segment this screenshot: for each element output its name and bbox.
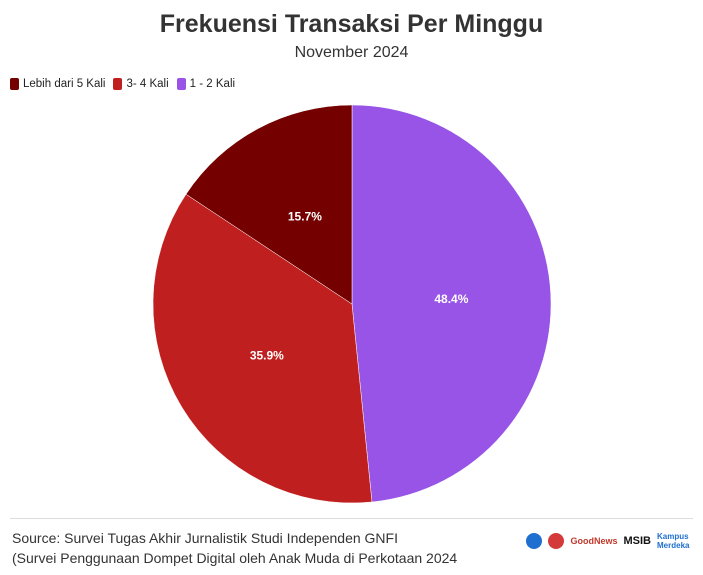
chart-subtitle: November 2024: [294, 44, 409, 61]
kampus-merdeka-logo: Kampus Merdeka: [657, 532, 690, 550]
legend-label: Lebih dari 5 Kali: [23, 78, 106, 90]
gnfi-logo-icon: [548, 533, 565, 549]
pie-slice-lebih-dari-5-kali[interactable]: [185, 104, 353, 305]
chart-title: Frekuensi Transaksi Per Minggu: [159, 10, 544, 38]
source-line-1: Source: Survei Tugas Akhir Jurnalistik S…: [12, 530, 398, 546]
source-note: Source: Survei Tugas Akhir Jurnalistik S…: [12, 528, 457, 568]
pie-data-label: 48.4%: [434, 292, 468, 306]
pie-slice-1-2-kali[interactable]: [351, 104, 552, 503]
pie-data-label: 15.7%: [288, 209, 322, 223]
legend-swatch: [113, 78, 123, 90]
legend-label: 1 - 2 Kali: [189, 78, 236, 90]
partner-logos: GoodNews MSIB Kampus Merdeka: [526, 532, 691, 550]
pie-slices: [152, 104, 552, 504]
legend: Lebih dari 5 Kali 3- 4 Kali 1 - 2 Kali: [10, 78, 235, 90]
source-line-2: (Survei Penggunaan Dompet Digital oleh A…: [12, 550, 458, 566]
pie-data-label: 35.9%: [250, 348, 284, 362]
goodnews-logo: GoodNews: [570, 536, 618, 546]
msib-logo: MSIB: [623, 535, 652, 547]
pie-labels: 48.4% 35.9% 15.7%: [250, 209, 469, 362]
legend-item-lebih-dari-5[interactable]: Lebih dari 5 Kali: [10, 78, 105, 90]
pie-slice-3-4-kali[interactable]: [152, 193, 373, 504]
legend-swatch: [10, 78, 19, 90]
legend-item-1-2[interactable]: 1 - 2 Kali: [176, 78, 236, 90]
legend-item-3-4[interactable]: 3- 4 Kali: [113, 78, 169, 90]
kemendikbud-logo-icon: [526, 533, 543, 549]
legend-label: 3- 4 Kali: [126, 78, 169, 90]
legend-swatch: [176, 78, 186, 90]
footer-divider: [10, 518, 693, 519]
